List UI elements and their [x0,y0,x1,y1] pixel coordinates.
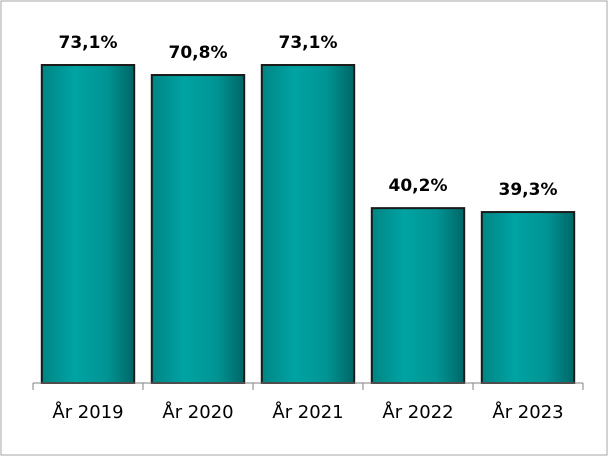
x-tick-label: År 2022 [382,401,453,423]
x-tick-label: År 2019 [52,401,123,423]
bar [480,211,576,384]
value-label: 40,2% [389,176,448,196]
x-tick-label: År 2020 [162,401,233,423]
bar [40,64,136,384]
value-label: 70,8% [169,43,228,63]
x-tick-label: År 2023 [492,401,563,423]
value-label: 73,1% [279,33,338,53]
bar [150,74,246,385]
x-tick-label: År 2021 [272,401,343,423]
bar [260,64,356,384]
value-label: 73,1% [59,33,118,53]
bar [370,207,466,384]
value-label: 39,3% [499,180,558,200]
